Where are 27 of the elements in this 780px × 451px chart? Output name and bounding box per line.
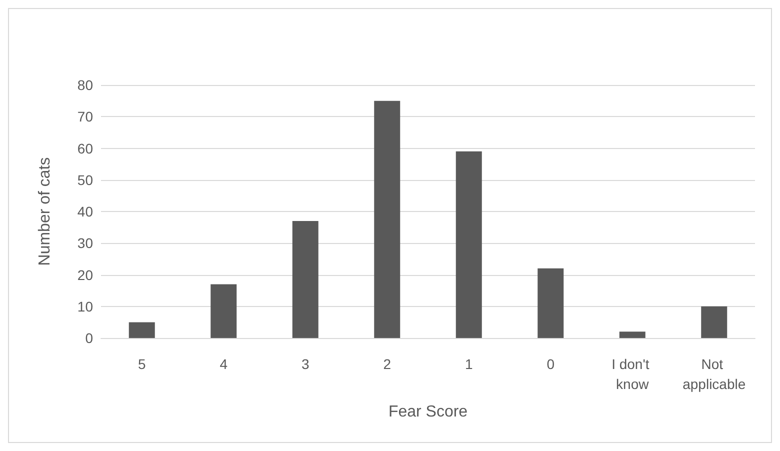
- y-tick-label: 10: [77, 298, 94, 314]
- bar: [210, 284, 237, 338]
- y-axis-title: Number of cats: [36, 157, 54, 266]
- y-tick-label: 70: [77, 108, 94, 125]
- bar: [538, 268, 564, 338]
- y-tick-label: 30: [77, 235, 94, 252]
- x-tick-label: 5: [138, 356, 146, 372]
- x-axis-title: Fear Score: [388, 404, 468, 420]
- bar: [292, 220, 318, 338]
- x-tick-label: 4: [220, 356, 228, 372]
- bar: [128, 322, 155, 338]
- y-tick-label: 20: [77, 266, 94, 283]
- x-tick-label: 3: [301, 356, 310, 372]
- x-tick-label: 2: [383, 356, 392, 372]
- bar: [374, 100, 400, 338]
- x-tick-label: Not applicable: [682, 356, 746, 392]
- y-tick-label: 80: [77, 77, 94, 93]
- y-tick-label: 60: [77, 140, 94, 156]
- bar: [456, 151, 482, 338]
- y-tick-label: 0: [85, 330, 94, 346]
- y-tick-label: 40: [77, 204, 94, 220]
- bar: [619, 332, 646, 338]
- x-tick-label: 1: [464, 356, 473, 372]
- y-tick-label: 50: [77, 172, 94, 188]
- x-tick-label: I don't know: [612, 356, 654, 392]
- x-tick-label: 0: [546, 356, 555, 372]
- bar: [701, 306, 728, 338]
